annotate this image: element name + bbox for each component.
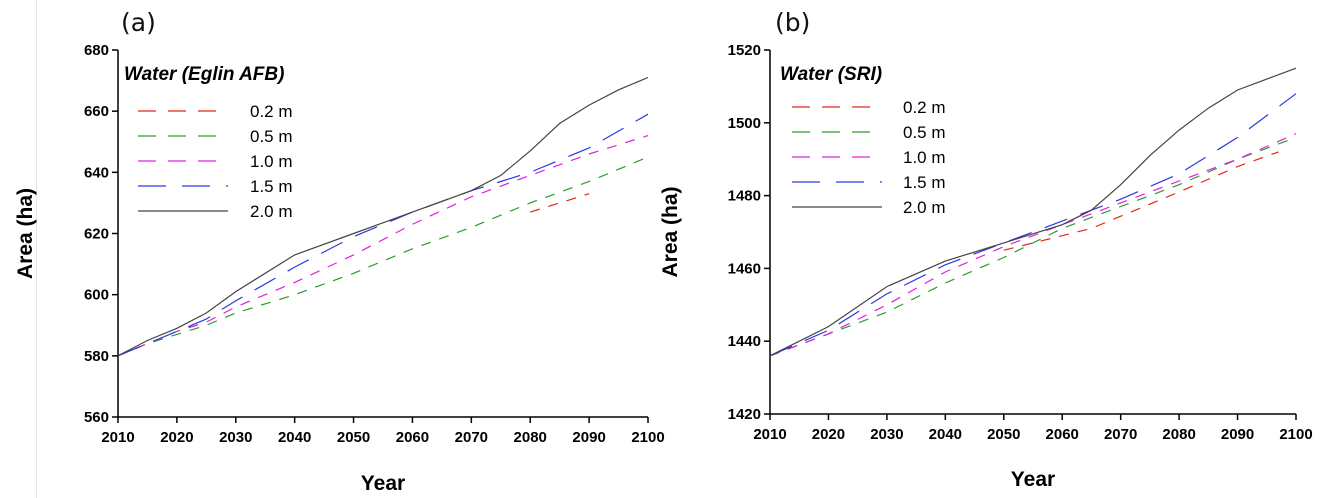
x-axis-title: Year xyxy=(361,472,405,495)
y-tick-label: 1480 xyxy=(728,188,761,205)
series-line-1-0-m xyxy=(769,133,1297,357)
legend-label: 0.2 m xyxy=(250,102,293,121)
y-tick-label: 640 xyxy=(84,164,109,181)
x-tick-label: 2040 xyxy=(929,426,962,443)
x-tick-label: 2080 xyxy=(514,429,547,446)
legend-label: 2.0 m xyxy=(250,202,293,221)
series-line-0-5-m xyxy=(769,136,1297,357)
x-tick-label: 2020 xyxy=(160,429,193,446)
y-tick-label: 620 xyxy=(84,226,109,243)
series-line-2-0-m xyxy=(769,67,1297,357)
chart-title: Water (SRI) xyxy=(780,64,882,85)
series-line-0-5-m xyxy=(117,156,649,357)
x-tick-label: 2050 xyxy=(337,429,370,446)
x-tick-label: 2020 xyxy=(812,426,845,443)
series-line-0-2-m xyxy=(1003,151,1279,251)
x-tick-label: 2100 xyxy=(631,429,664,446)
series-line-1-5-m xyxy=(769,93,1297,357)
legend-label: 1.0 m xyxy=(903,148,946,167)
legend-label: 1.5 m xyxy=(903,173,946,192)
x-tick-label: 2090 xyxy=(572,429,605,446)
x-tick-label: 2040 xyxy=(278,429,311,446)
x-tick-label: 2090 xyxy=(1221,426,1254,443)
series-line-1-5-m xyxy=(117,113,649,357)
page-left-rule xyxy=(36,0,37,498)
x-axis-title: Year xyxy=(1011,468,1055,491)
x-tick-label: 2060 xyxy=(1046,426,1079,443)
x-tick-label: 2010 xyxy=(101,429,134,446)
x-tick-label: 2070 xyxy=(455,429,488,446)
y-tick-label: 1440 xyxy=(728,333,761,350)
x-tick-label: 2080 xyxy=(1162,426,1195,443)
y-tick-label: 1520 xyxy=(728,42,761,59)
panel-label: (b) xyxy=(775,8,810,37)
chart-panel-b: (b) 1420 1440 1460 1480 1500 1520 2010 2020 2030 2… xyxy=(659,8,1313,491)
legend-label: 0.2 m xyxy=(903,98,946,117)
x-tick-label: 2030 xyxy=(219,429,252,446)
x-tick-label: 2100 xyxy=(1279,426,1312,443)
x-tick-label: 2050 xyxy=(987,426,1020,443)
x-tick-label: 2010 xyxy=(753,426,786,443)
y-tick-label: 660 xyxy=(84,103,109,120)
panel-label: (a) xyxy=(121,8,156,37)
chart-title: Water (Eglin AFB) xyxy=(124,64,284,85)
y-tick-label: 1460 xyxy=(728,260,761,277)
y-axis-title: Area (ha) xyxy=(14,188,37,279)
x-tick-label: 2030 xyxy=(870,426,903,443)
chart-panel-a: (a) 560 580 600 620 640 660 680 2010 2020 2030 2040… xyxy=(14,8,665,495)
series-line-0-2-m xyxy=(530,193,590,213)
x-tick-label: 2060 xyxy=(396,429,429,446)
x-tick-label: 2070 xyxy=(1104,426,1137,443)
legend-label: 0.5 m xyxy=(250,127,293,146)
legend-label: 0.5 m xyxy=(903,123,946,142)
legend-label: 2.0 m xyxy=(903,198,946,217)
y-tick-label: 580 xyxy=(84,348,109,365)
series-line-2-0-m xyxy=(117,76,649,357)
y-tick-label: 1420 xyxy=(728,406,761,423)
y-axis-title: Area (ha) xyxy=(659,186,682,277)
legend-label: 1.0 m xyxy=(250,152,293,171)
y-tick-label: 1500 xyxy=(728,115,761,132)
y-tick-label: 560 xyxy=(84,409,109,426)
y-tick-label: 600 xyxy=(84,287,109,304)
legend-label: 1.5 m xyxy=(250,177,293,196)
y-tick-label: 680 xyxy=(84,42,109,59)
